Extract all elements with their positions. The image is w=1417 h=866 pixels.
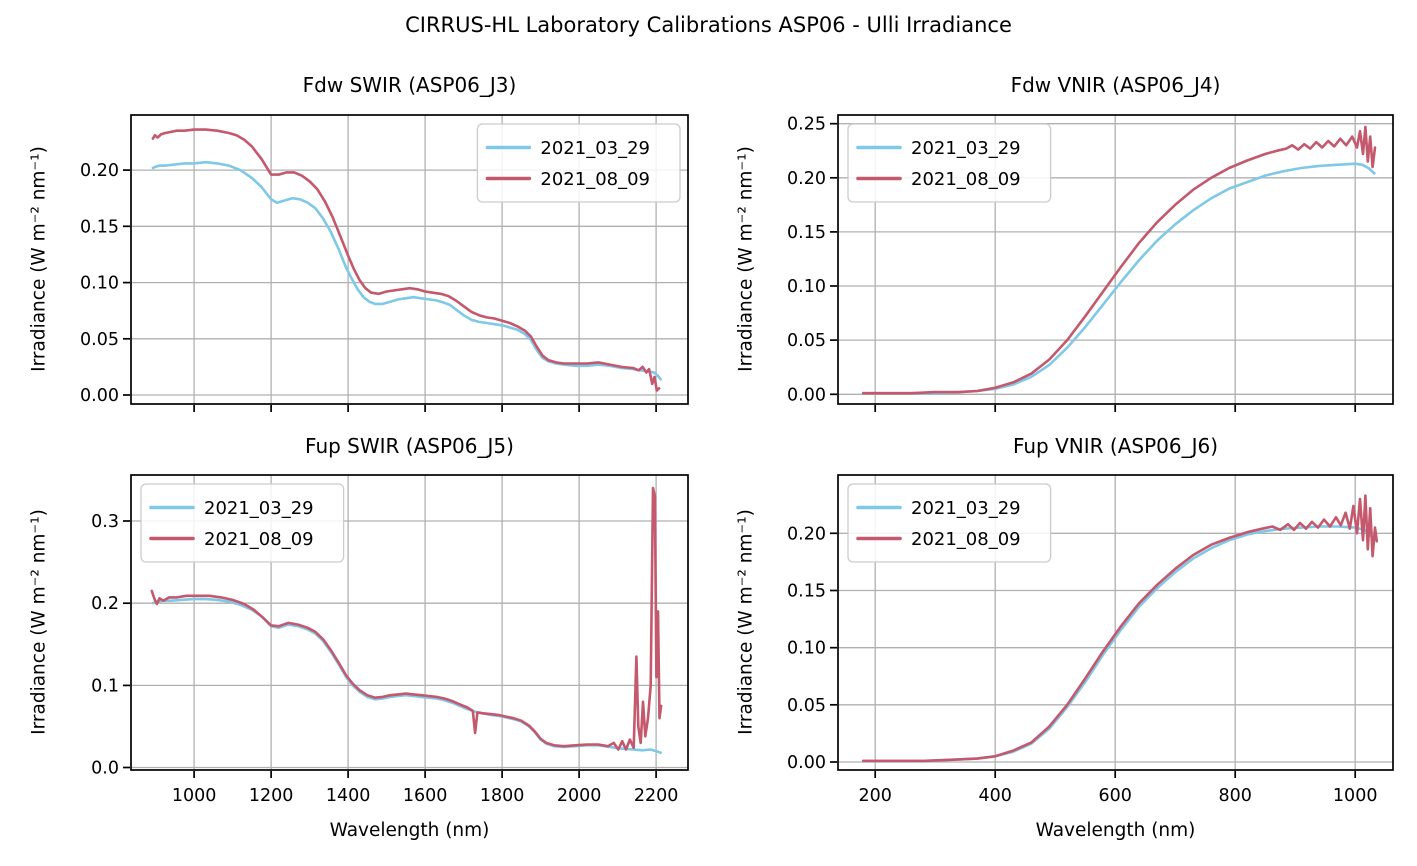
y-tick-label: 0.00: [80, 386, 119, 406]
x-axis-label-vnir: Wavelength (nm): [1035, 820, 1196, 841]
legend-label: 2021_08_09: [911, 169, 1021, 190]
x-tick-label: 1600: [403, 786, 448, 806]
subplot-plot-area-0: 0.00 0.05 0.10 0.15 0.20 2021_03_29 2021_08_09: [80, 114, 689, 412]
legend-label: 2021_03_29: [911, 138, 1021, 159]
legend-frame: [476, 123, 681, 203]
series-line-2021_08_09: [861, 125, 1377, 395]
legend-label: 2021_03_29: [911, 498, 1021, 519]
y-tick-label: 0.0: [91, 759, 119, 779]
x-axis-label-swir: Wavelength (nm): [329, 820, 490, 841]
y-tick-label: 0.20: [787, 169, 826, 189]
legend-frame: [140, 483, 345, 563]
axes-spines: [130, 474, 689, 771]
y-tick-label: 0.05: [787, 696, 826, 716]
x-tick-label: 400: [978, 786, 1011, 806]
x-tick-label: 2000: [557, 786, 602, 806]
subplot-title-fdw-swir: Fdw SWIR (ASP06_J3): [302, 73, 517, 97]
x-tick-label: 200: [858, 786, 891, 806]
subplot-title-fup-vnir: Fup VNIR (ASP06_J6): [1012, 434, 1219, 458]
legend: 2021_03_29 2021_08_09: [847, 123, 1052, 203]
legend-frame: [847, 483, 1052, 563]
x-tick-label: 1400: [326, 786, 371, 806]
axes-spines: [130, 114, 689, 405]
x-tick-label: 600: [1098, 786, 1131, 806]
axes-spines: [837, 474, 1394, 771]
y-tick-label: 0.15: [787, 582, 826, 602]
figure-title: CIRRUS-HL Laboratory Calibrations ASP06 …: [405, 13, 1012, 37]
legend: 2021_03_29 2021_08_09: [847, 483, 1052, 563]
y-tick-label: 0.10: [787, 277, 826, 297]
legend-label: 2021_03_29: [540, 138, 650, 159]
x-tick-label: 1800: [480, 786, 525, 806]
y-tick-label: 0.10: [787, 639, 826, 659]
y-tick-label: 0.15: [787, 223, 826, 243]
y-tick-label: 0.20: [80, 161, 119, 181]
subplot-plot-area-1: 0.000.050.100.150.200.252021_03_292021_0…: [787, 114, 1394, 412]
legend-label: 2021_08_09: [540, 169, 650, 190]
x-tick-label: 1000: [172, 786, 217, 806]
y-tick-label: 0.15: [80, 217, 119, 237]
y-tick-label: 0.1: [91, 676, 119, 696]
series-line-2021_08_09: [861, 494, 1379, 763]
legend: 2021_03_29 2021_08_09: [140, 483, 345, 563]
y-tick-label: 0.3: [91, 512, 119, 532]
legend-frame: [847, 123, 1052, 203]
x-tick-label: 2200: [634, 786, 679, 806]
legend-label: 2021_08_09: [911, 529, 1021, 550]
y-tick-label: 0.00: [787, 385, 826, 405]
series-line-2021_08_09: [150, 486, 663, 751]
subplot-plot-area-2: 1000 1200 1400 1600 1800 2000 2200 0.0 0.1 0.2 0.3…: [91, 474, 689, 806]
subplot-title-fup-swir: Fup SWIR (ASP06_J5): [305, 434, 514, 458]
x-tick-label: 1000: [1333, 786, 1378, 806]
y-tick-label: 0.05: [787, 331, 826, 351]
series-line-2021_03_29: [151, 597, 662, 754]
y-tick-label: 0.05: [80, 330, 119, 350]
subplot-plot-area-3: 200 400 600 800 1000 0.00 0.05 0.10 0.15 0.20 2021…: [787, 474, 1394, 806]
y-tick-label: 0.25: [787, 115, 826, 135]
x-tick-label: 800: [1218, 786, 1251, 806]
subplot-title-fdw-vnir: Fdw VNIR (ASP06_J4): [1010, 73, 1221, 97]
legend-label: 2021_08_09: [204, 529, 314, 550]
y-tick-label: 0.2: [91, 594, 119, 614]
series-line-2021_08_09: [151, 128, 661, 392]
axes-spines: [837, 114, 1394, 405]
y-tick-label: 0.00: [787, 753, 826, 773]
legend-label: 2021_03_29: [204, 498, 314, 519]
x-tick-label: 1200: [249, 786, 294, 806]
y-tick-label: 0.10: [80, 274, 119, 294]
y-tick-label: 0.20: [787, 524, 826, 544]
legend: 2021_03_29 2021_08_09: [476, 123, 681, 203]
